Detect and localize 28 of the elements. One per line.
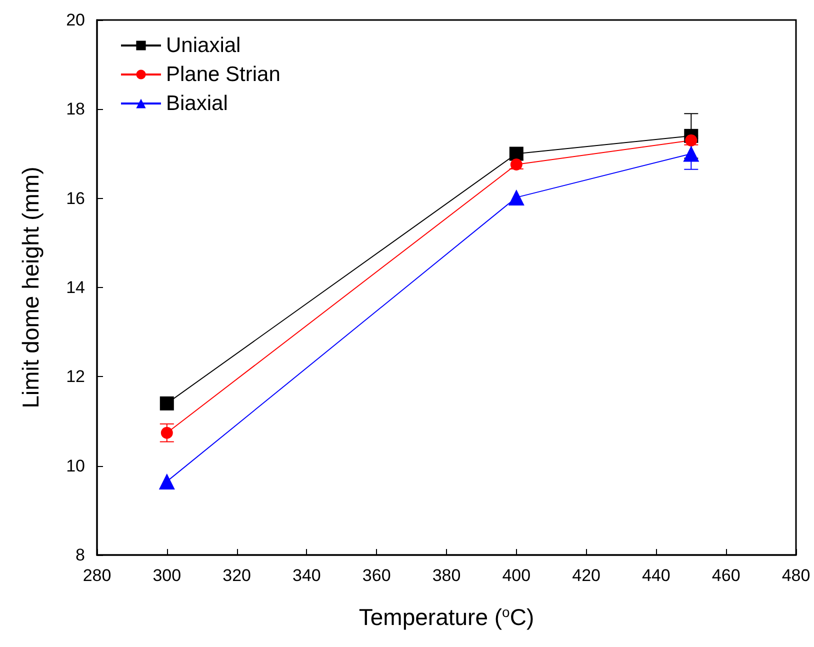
point xyxy=(158,473,175,490)
x-tick-label: 380 xyxy=(432,566,461,585)
point xyxy=(160,426,173,439)
y-tick-label: 16 xyxy=(66,188,85,208)
point xyxy=(509,146,524,161)
y-tick-label: 14 xyxy=(66,278,85,297)
x-tick-label: 460 xyxy=(712,566,740,585)
y-axis-title: Limit dome height (mm) xyxy=(18,166,44,408)
point xyxy=(683,146,700,162)
x-tick-label: 300 xyxy=(152,566,182,585)
x-tick-label: 340 xyxy=(292,566,321,585)
legend-label: Plane Strian xyxy=(166,63,280,86)
x-tick-label: 440 xyxy=(642,566,670,585)
x-tick-label: 400 xyxy=(502,566,531,585)
x-tick-label: 280 xyxy=(82,566,112,585)
y-tick-label: 20 xyxy=(66,10,85,30)
point xyxy=(160,396,174,410)
x-tick-label: 360 xyxy=(362,566,391,585)
point xyxy=(508,189,524,206)
y-tick-label: 18 xyxy=(66,100,85,119)
x-tick-label: 320 xyxy=(222,566,251,585)
x-tick-label: 420 xyxy=(572,566,600,585)
x-tick-label: 480 xyxy=(782,566,810,585)
y-tick-label: 12 xyxy=(66,367,85,386)
y-tick-label: 10 xyxy=(66,456,85,476)
legend-label: Biaxial xyxy=(166,92,228,115)
legend-label: Uniaxial xyxy=(166,34,241,57)
y-tick-label: 8 xyxy=(76,546,85,564)
